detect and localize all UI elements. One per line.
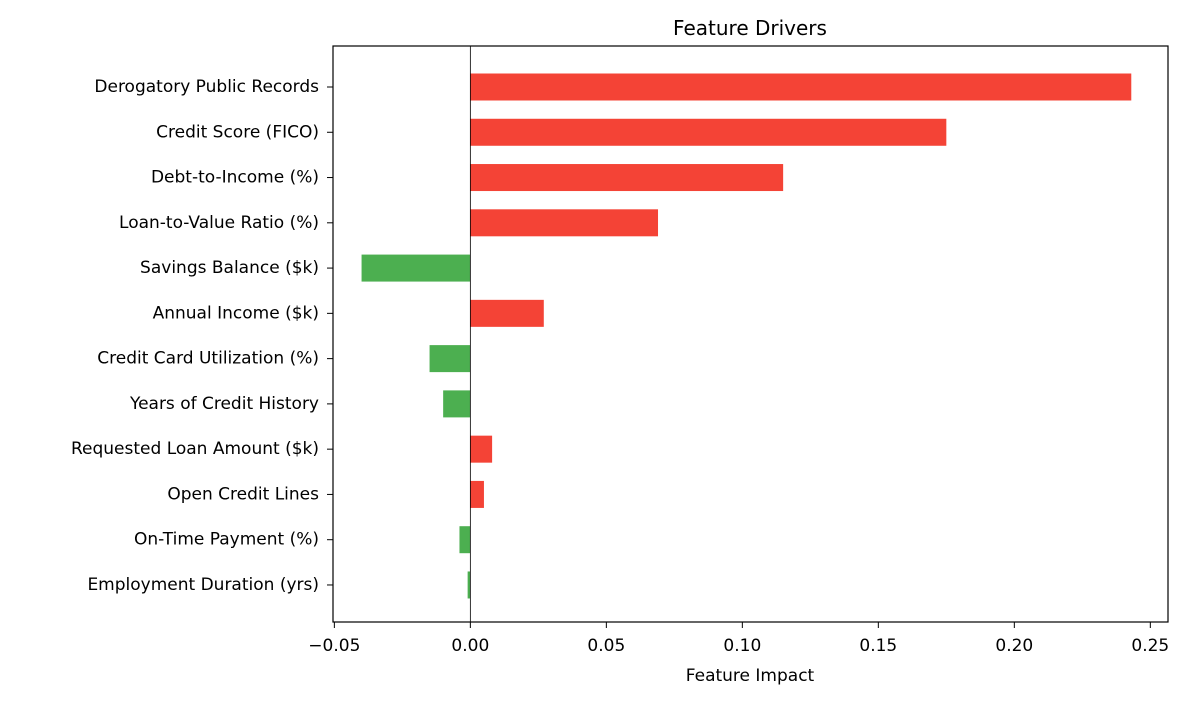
bar bbox=[470, 118, 947, 146]
bar bbox=[470, 435, 493, 463]
bars-group bbox=[361, 73, 1132, 599]
plot-frame bbox=[332, 45, 1169, 623]
bar bbox=[361, 254, 471, 282]
x-tick-label: 0.20 bbox=[995, 636, 1033, 656]
y-tick-label: Debt-to-Income (%) bbox=[151, 168, 319, 188]
bar bbox=[459, 526, 471, 554]
x-tick-label: 0.15 bbox=[859, 636, 897, 656]
y-tick-label: Requested Loan Amount ($k) bbox=[71, 439, 319, 459]
y-tick-label: On-Time Payment (%) bbox=[134, 530, 319, 550]
bar bbox=[470, 73, 1132, 101]
y-tick-label: Credit Card Utilization (%) bbox=[97, 349, 319, 369]
bar bbox=[470, 299, 544, 327]
y-tick-label: Open Credit Lines bbox=[167, 484, 319, 504]
bar bbox=[443, 390, 471, 418]
x-axis-label: Feature Impact bbox=[686, 666, 815, 686]
x-tick-label: 0.25 bbox=[1131, 636, 1169, 656]
bar bbox=[467, 571, 471, 599]
x-tick-label: 0.05 bbox=[587, 636, 625, 656]
chart-title: Feature Drivers bbox=[673, 16, 827, 40]
y-tick-label: Credit Score (FICO) bbox=[156, 122, 319, 142]
y-tick-label: Savings Balance ($k) bbox=[140, 258, 319, 278]
y-tick-label: Years of Credit History bbox=[129, 394, 319, 414]
y-axis-ticks: Derogatory Public Records Credit Score (F… bbox=[71, 77, 333, 595]
y-tick-label: Loan-to-Value Ratio (%) bbox=[119, 213, 319, 233]
bar bbox=[470, 480, 484, 508]
bar bbox=[470, 164, 784, 192]
x-axis-ticks: −0.05 0.00 0.05 0.10 0.15 0.20 0.25 bbox=[308, 622, 1169, 656]
x-tick-label: −0.05 bbox=[308, 636, 360, 656]
y-tick-label: Employment Duration (yrs) bbox=[87, 575, 319, 595]
y-tick-label: Derogatory Public Records bbox=[94, 77, 319, 97]
bar bbox=[470, 209, 659, 237]
bar bbox=[429, 345, 471, 373]
x-tick-label: 0.10 bbox=[723, 636, 761, 656]
x-tick-label: 0.00 bbox=[451, 636, 489, 656]
y-tick-label: Annual Income ($k) bbox=[153, 303, 319, 323]
